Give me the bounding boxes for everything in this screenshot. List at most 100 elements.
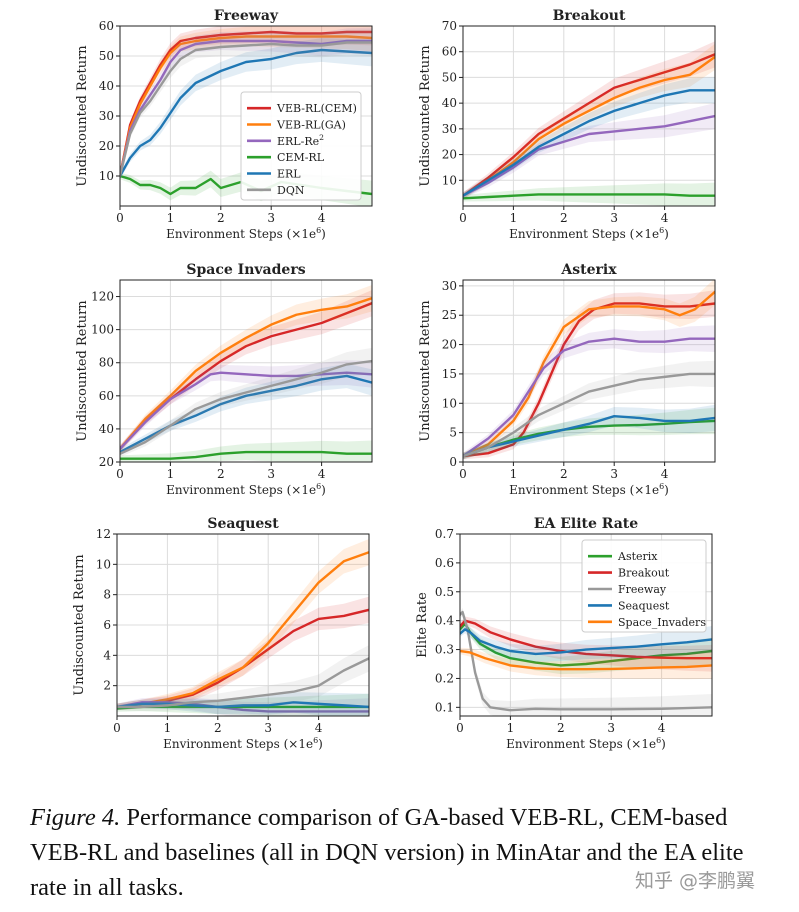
tick-label-y: 40	[99, 79, 114, 93]
series-line-breakout	[460, 619, 712, 660]
tick-label-y: 30	[99, 109, 114, 123]
series-line-dqn	[120, 41, 372, 178]
series-line-dqn	[120, 359, 372, 455]
tick-label-x: 2	[560, 467, 568, 481]
legend-label: Space_Invaders	[618, 616, 706, 629]
series-line-veb-rl-cem	[463, 53, 715, 197]
legend-label: DQN	[277, 184, 305, 197]
chart-title: Space Invaders	[186, 262, 305, 278]
tick-label-x: 1	[167, 467, 175, 481]
axis-label-y: Undiscounted Return	[75, 300, 90, 442]
tick-label-y: 40	[442, 96, 457, 110]
tick-label-y: 20	[442, 148, 457, 162]
series-band-erl	[120, 363, 372, 456]
tick-label-y: 40	[99, 422, 114, 436]
chart-title: Breakout	[553, 8, 626, 24]
tick-label-y: 60	[99, 389, 114, 403]
tick-label-x: 1	[510, 467, 518, 481]
tick-label-y: 30	[442, 122, 457, 136]
watermark: 知乎 @李鹏翼	[635, 870, 756, 892]
figure-label: Figure 4.	[30, 804, 121, 831]
tick-label-x: 2	[557, 721, 565, 735]
legend-label-superscript: 2	[319, 133, 324, 142]
tick-label-y: 0	[449, 455, 457, 469]
tick-label-x: 3	[610, 467, 618, 481]
axis-label-x-close: )	[318, 737, 323, 751]
tick-label-y: 8	[103, 588, 111, 602]
chart-title: EA Elite Rate	[534, 516, 638, 532]
plot-area	[117, 538, 369, 716]
axis-label-x: Environment Steps (×1e6)	[166, 226, 326, 241]
legend-label: Asterix	[617, 550, 658, 563]
tick-label-x: 0	[459, 211, 467, 225]
tick-label-x: 0	[459, 467, 467, 481]
tick-label-y: 20	[442, 338, 457, 352]
legend-label: Seaquest	[618, 599, 670, 612]
axis-label-y: Undiscounted Return	[418, 45, 433, 187]
axis-label-x: Environment Steps (×1e6)	[506, 736, 666, 751]
series-line-dqn	[117, 657, 369, 709]
tick-label-y: 0.2	[435, 671, 454, 685]
tick-label-y: 0.3	[435, 643, 454, 657]
tick-label-x: 2	[217, 211, 225, 225]
axis-label-x-superscript: 6	[316, 226, 321, 235]
tick-label-x: 4	[315, 721, 323, 735]
tick-label-x: 3	[264, 721, 272, 735]
tick-label-y: 6	[103, 618, 111, 632]
axis-label-x-superscript: 6	[656, 736, 661, 745]
axis-label-x: Environment Steps (×1e6)	[509, 226, 669, 241]
figure-caption: Figure 4. Performance comparison of GA-b…	[30, 800, 780, 905]
tick-label-x: 4	[658, 721, 666, 735]
series-line-veb-rl-cem	[120, 30, 372, 178]
tick-label-y: 10	[442, 173, 457, 187]
axis-label-x-superscript: 6	[316, 482, 321, 491]
legend-label: ERL	[277, 168, 301, 181]
series-line-erl	[463, 89, 715, 197]
tick-label-x: 3	[610, 211, 618, 225]
axes-frame	[119, 279, 373, 463]
axis-label-x-close: )	[661, 737, 666, 751]
tick-label-x: 4	[318, 211, 326, 225]
series-line-veb-rl-ga	[117, 551, 369, 709]
series-line-erl-re2	[120, 371, 372, 450]
series-line-veb-rl-cem	[463, 302, 715, 458]
tick-label-x: 3	[607, 721, 615, 735]
legend-label: ERL-Re2	[277, 133, 324, 148]
panel-freeway: 0 1 2 3 4 10 20 30 40 50 60 Freeway Environment Step…	[75, 8, 373, 241]
tick-label-x: 1	[164, 721, 172, 735]
tick-label-y: 70	[442, 19, 457, 33]
tick-label-x: 0	[456, 721, 464, 735]
series-band-veb-rl-ga	[463, 280, 715, 460]
series-band-dqn	[117, 645, 369, 712]
series-line-space-invaders	[460, 649, 712, 671]
series-line-erl	[463, 415, 715, 458]
tick-label-y: 4	[103, 648, 111, 662]
series-line-freeway	[460, 610, 712, 712]
tick-label-y: 50	[99, 49, 114, 63]
tick-label-y: 20	[99, 455, 114, 469]
tick-label-y: 80	[99, 356, 114, 370]
series-line-erl-re2	[463, 337, 715, 458]
tick-label-y: 30	[442, 279, 457, 293]
chart-title: Seaquest	[207, 516, 279, 532]
legend-label: CEM-RL	[277, 151, 325, 164]
tick-label-x: 2	[560, 211, 568, 225]
series-band-erl	[117, 692, 369, 716]
tick-label-x: 0	[116, 467, 124, 481]
axes-frame	[462, 279, 716, 463]
series-line-erl-re2	[117, 701, 369, 713]
legend-box	[581, 539, 707, 633]
axis-label-x-superscript: 6	[313, 736, 318, 745]
tick-label-y: 12	[96, 527, 111, 541]
tick-label-y: 120	[91, 290, 114, 304]
tick-label-x: 0	[113, 721, 121, 735]
legend-label: VEB-RL(GA)	[276, 119, 346, 132]
panel-asterix: 0 1 2 3 4 0 5 10 15 20 25 30 Asterix Environment Step…	[418, 262, 716, 497]
axis-label-y: Elite Rate	[415, 592, 430, 658]
panel-breakout: 0 1 2 3 4 10 20 30 40 50 60 70 Breakout Environment S…	[418, 8, 716, 241]
tick-label-y: 0.5	[435, 585, 454, 599]
tick-label-x: 3	[267, 467, 275, 481]
chart-title: Freeway	[214, 8, 279, 24]
